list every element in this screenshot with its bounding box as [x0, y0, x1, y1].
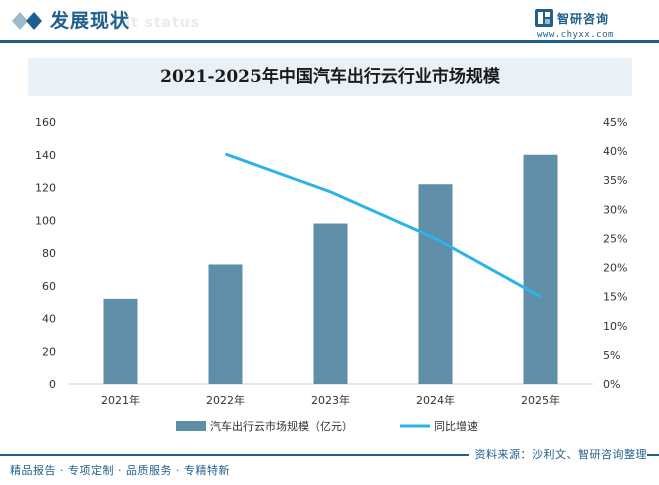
left-tick-label: 120 [35, 182, 56, 195]
x-axis-labels: 2021年 2022年 2023年 2024年 2025年 [101, 393, 560, 407]
right-tick-label: 20% [603, 262, 627, 275]
legend: 汽车出行云市场规模（亿元） 同比增速 [176, 419, 478, 433]
right-tick-label: 35% [603, 174, 627, 187]
right-tick-label: 5% [603, 349, 620, 362]
right-y-axis: 0% 5% 10% 15% 20% 25% 30% 35% 40% 45% [603, 116, 627, 391]
left-tick-label: 60 [42, 280, 56, 293]
brand-url: www.chyxx.com [537, 30, 614, 40]
left-tick-label: 100 [35, 214, 56, 227]
bar [103, 298, 138, 384]
bar-series [103, 154, 558, 384]
page-header: ment status 发展现状 智研咨询 www.chyxx.com [0, 0, 659, 46]
right-tick-label: 25% [603, 232, 627, 245]
right-tick-label: 10% [603, 320, 627, 333]
right-tick-label: 0% [603, 378, 620, 391]
left-tick-label: 80 [42, 247, 56, 260]
growth-line [224, 152, 542, 298]
legend-bar-swatch [176, 421, 206, 431]
section-subtitle: ment status [94, 15, 201, 31]
right-tick-label: 30% [603, 203, 627, 216]
left-tick-label: 160 [35, 116, 56, 129]
right-tick-label: 45% [603, 116, 627, 129]
chart-title: 2021-2025年中国汽车出行云行业市场规模 [160, 67, 500, 87]
line-series [224, 152, 542, 298]
legend-line-label: 同比增速 [434, 419, 478, 433]
x-tick-label: 2023年 [311, 393, 350, 407]
x-tick-label: 2021年 [101, 393, 140, 407]
left-tick-label: 40 [42, 313, 56, 326]
market-size-chart: 0 20 40 60 80 100 120 140 160 0% 5% 10% 15% 20% 25% 30… [35, 116, 627, 433]
diamond-bullets-icon [12, 12, 42, 30]
bar [418, 184, 453, 384]
left-y-axis: 0 20 40 60 80 100 120 140 160 [35, 116, 56, 391]
bar [313, 223, 348, 384]
right-tick-label: 15% [603, 291, 627, 304]
footer-divider [0, 454, 659, 456]
brand-name: 智研咨询 [557, 12, 610, 26]
right-tick-label: 40% [603, 145, 627, 158]
left-tick-label: 0 [49, 378, 56, 391]
brand: 智研咨询 www.chyxx.com [535, 8, 645, 40]
legend-bar-label: 汽车出行云市场规模（亿元） [210, 419, 353, 433]
brand-logo-icon [535, 9, 553, 27]
source-note: 资料来源：沙利文、智研咨询整理 [468, 446, 647, 462]
x-tick-label: 2025年 [521, 393, 560, 407]
x-tick-label: 2022年 [206, 393, 245, 407]
left-tick-label: 140 [35, 149, 56, 162]
footer-tagline: 精品报告 · 专项定制 · 品质服务 · 专精特新 [10, 464, 230, 477]
bar [208, 264, 243, 384]
section-title: 发展现状 [50, 10, 131, 32]
x-tick-label: 2024年 [416, 393, 455, 407]
header-divider [0, 40, 659, 43]
chart-title-band: 2021-2025年中国汽车出行云行业市场规模 [28, 58, 632, 96]
bar [523, 154, 558, 384]
left-tick-label: 20 [42, 345, 56, 358]
